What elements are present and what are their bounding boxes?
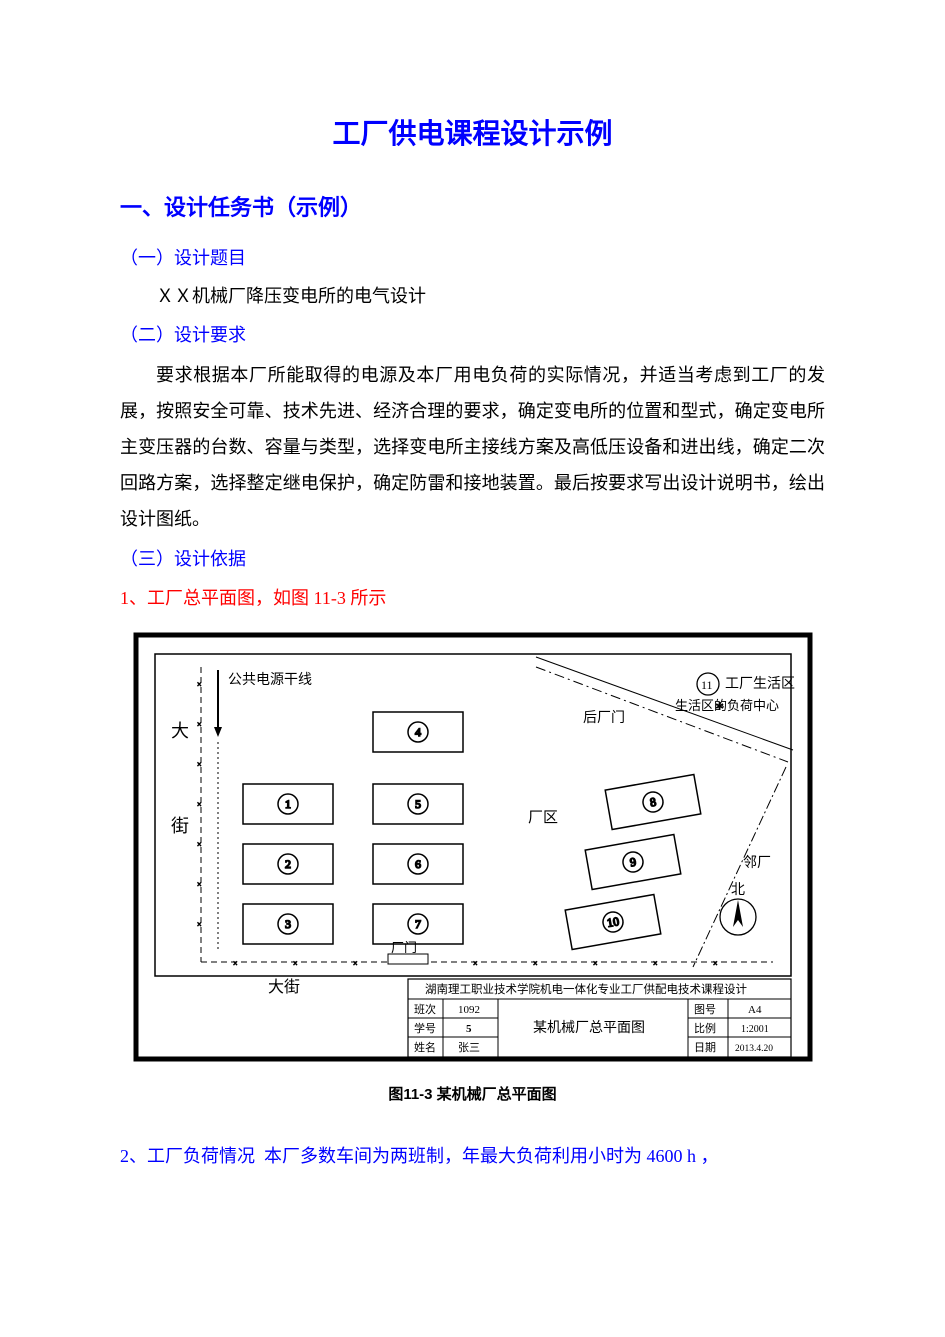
svg-text:1:2001: 1:2001	[741, 1024, 769, 1035]
svg-text:×: ×	[197, 840, 202, 849]
svg-text:比例: 比例	[694, 1021, 716, 1035]
svg-text:×: ×	[653, 959, 658, 968]
svg-text:1: 1	[285, 797, 291, 811]
svg-text:1092: 1092	[458, 1004, 480, 1016]
svg-text:×: ×	[593, 959, 598, 968]
svg-text:×: ×	[533, 959, 538, 968]
svg-text:×: ×	[353, 959, 358, 968]
svg-text:×: ×	[197, 680, 202, 689]
item-2: 2、工厂负荷情况 本厂多数车间为两班制，年最大负荷利用小时为 4600 h ，	[120, 1138, 825, 1174]
svg-text:A4: A4	[748, 1004, 762, 1016]
label-north: 北	[731, 882, 745, 898]
svg-text:6: 6	[415, 857, 421, 871]
label-street-v1: 大	[171, 721, 189, 741]
svg-text:×: ×	[233, 959, 238, 968]
svg-text:2013.4.20: 2013.4.20	[735, 1044, 773, 1054]
titleblock-drawing-title: 某机械厂总平面图	[533, 1020, 645, 1036]
svg-text:×: ×	[293, 959, 298, 968]
svg-text:姓名: 姓名	[414, 1040, 436, 1054]
svg-text:5: 5	[466, 1023, 472, 1035]
floor-plan-svg: ××× ××× × ××× ××× ×× 公共电源干线 大 街 1234567 …	[133, 632, 813, 1062]
label-factory-area: 厂区	[528, 810, 558, 826]
subheading-2-body: 要求根据本厂所能取得的电源及本厂用电负荷的实际情况，并适当考虑到工厂的发展，按照…	[120, 357, 825, 537]
svg-text:4: 4	[415, 725, 421, 739]
svg-text:学号: 学号	[414, 1021, 436, 1035]
heading-1-text: 设计任务书	[164, 195, 274, 220]
heading-1-paren: （示例）	[274, 195, 362, 220]
titleblock-title: 湖南理工职业技术学院机电一体化专业工厂供配电技术课程设计	[425, 982, 747, 996]
svg-text:2: 2	[285, 857, 291, 871]
label-street-h: 大街	[268, 978, 300, 996]
floor-plan-diagram: ××× ××× × ××× ××× ×× 公共电源干线 大 街 1234567 …	[133, 632, 813, 1108]
svg-text:✱: ✱	[715, 701, 724, 713]
svg-text:日期: 日期	[694, 1041, 716, 1054]
svg-text:班次: 班次	[414, 1002, 436, 1016]
subheading-2: （二）设计要求	[120, 319, 825, 351]
item-2-body: 本厂多数车间为两班制，年最大负荷利用小时为 4600 h ，	[264, 1146, 719, 1166]
svg-text:3: 3	[285, 917, 291, 931]
label-load-center: 生活区的负荷中心	[675, 698, 779, 713]
svg-text:×: ×	[713, 959, 718, 968]
svg-text:10: 10	[605, 914, 619, 930]
svg-text:×: ×	[473, 959, 478, 968]
svg-text:5: 5	[415, 797, 421, 811]
label-power-line: 公共电源干线	[228, 672, 312, 688]
document-title: 工厂供电课程设计示例	[120, 110, 825, 160]
title-block: 湖南理工职业技术学院机电一体化专业工厂供配电技术课程设计 班次 1092 学号 …	[408, 979, 791, 1057]
heading-1: 一、设计任务书（示例）	[120, 188, 825, 228]
svg-text:图号: 图号	[694, 1003, 716, 1016]
subheading-3: （三）设计依据	[120, 543, 825, 575]
item-2-num: 2、工厂负荷情况	[120, 1146, 255, 1166]
subheading-1-content: ＸＸ机械厂降压变电所的电气设计	[120, 280, 825, 312]
label-street-v2: 街	[171, 816, 189, 836]
circle-11-label: 11	[701, 678, 713, 692]
label-living-area: 工厂生活区	[725, 676, 795, 692]
label-neighbor: 邻厂	[743, 855, 771, 871]
svg-text:×: ×	[197, 720, 202, 729]
label-back-gate: 后厂门	[583, 710, 625, 726]
item-1: 1、工厂总平面图，如图 11-3 所示	[120, 582, 825, 614]
svg-text:7: 7	[415, 917, 421, 931]
svg-text:张三: 张三	[458, 1041, 480, 1054]
heading-1-num: 一、	[120, 195, 164, 220]
label-gate: 厂门	[391, 940, 417, 955]
figure-caption: 图11-3 某机械厂总平面图	[133, 1081, 813, 1108]
svg-text:×: ×	[197, 800, 202, 809]
svg-text:×: ×	[197, 920, 202, 929]
subheading-1: （一）设计题目	[120, 242, 825, 274]
svg-text:×: ×	[197, 880, 202, 889]
svg-text:×: ×	[197, 760, 202, 769]
